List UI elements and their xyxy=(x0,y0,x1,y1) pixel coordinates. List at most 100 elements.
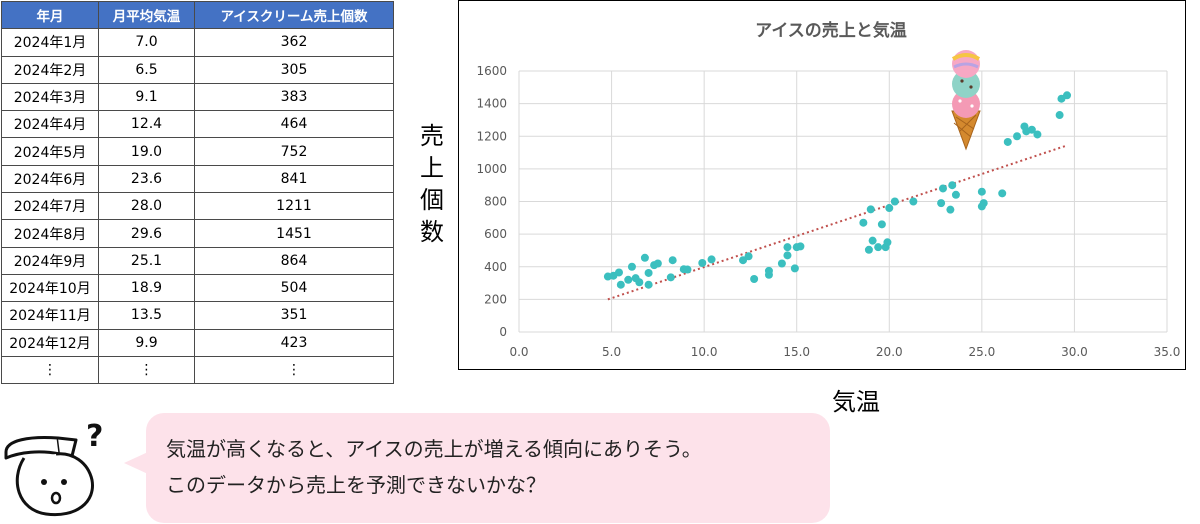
data-point xyxy=(624,275,633,284)
data-point xyxy=(1033,130,1042,139)
data-point xyxy=(883,238,892,247)
table-row: 2024年10月 18.9 504 xyxy=(1,273,394,303)
cell-ice-sales: 305 xyxy=(194,55,394,84)
y-axis-label: 売上個数 xyxy=(412,120,452,248)
data-point xyxy=(777,259,786,268)
cell-ice-sales: 864 xyxy=(194,246,394,275)
y-tick-label: 400 xyxy=(484,260,507,274)
x-tick-label: 10.0 xyxy=(691,345,718,359)
cell-ice-sales: 383 xyxy=(194,82,394,112)
y-tick-label: 800 xyxy=(484,195,507,209)
data-point xyxy=(868,236,877,245)
data-point xyxy=(640,253,649,262)
data-point xyxy=(979,199,988,208)
bubble-line-2: このデータから売上を予測できないかな？ xyxy=(166,473,546,497)
data-point xyxy=(644,280,653,289)
cell-avg-temp: 9.1 xyxy=(98,82,195,112)
cell-month: 2024年9月 xyxy=(1,246,99,275)
cell-avg-temp: 9.9 xyxy=(98,328,195,357)
table-row: 2024年8月 29.6 1451 xyxy=(1,219,394,248)
cell-ice-sales: 1211 xyxy=(194,192,394,221)
cell-avg-temp: 12.4 xyxy=(98,110,195,139)
data-point xyxy=(890,197,899,206)
cell-month: 2024年10月 xyxy=(1,273,99,303)
data-point xyxy=(1013,132,1022,141)
cell-avg-temp: 19.0 xyxy=(98,137,195,166)
data-point xyxy=(885,204,894,213)
table-row: 2024年2月 6.5 305 xyxy=(1,55,394,84)
data-table: 年月 月平均気温 アイスクリーム売上個数 2024年1月 7.0 362 2024年2… xyxy=(1,0,394,385)
ice-cream-icon xyxy=(951,50,981,151)
chart-title: アイスの売上と気温 xyxy=(755,20,907,41)
data-point xyxy=(874,243,883,252)
y-tick-label: 1600 xyxy=(476,64,507,78)
data-point xyxy=(859,218,868,227)
cell-month: 2024年7月 xyxy=(1,192,99,221)
data-point xyxy=(739,256,748,265)
table-row: 2024年9月 25.1 864 xyxy=(1,246,394,275)
y-axis-label-char: 上 xyxy=(420,154,444,182)
trendline xyxy=(607,145,1066,301)
cell-ice-sales: ⋮ xyxy=(194,355,394,385)
data-point xyxy=(666,273,675,282)
data-point xyxy=(1063,91,1072,100)
cell-ice-sales: 464 xyxy=(194,110,394,139)
y-axis-label-char: 数 xyxy=(420,218,444,246)
data-point xyxy=(1055,111,1064,120)
table-row: ⋮ ⋮ ⋮ xyxy=(1,355,394,385)
cell-month: 2024年2月 xyxy=(1,55,99,84)
data-point xyxy=(627,262,636,271)
scatter-chart: アイスの売上と気温 020040060080010001200140016000… xyxy=(476,20,1180,359)
cell-avg-temp: 25.1 xyxy=(98,246,195,275)
y-axis-label-char: 個 xyxy=(420,186,444,214)
table-row: 2024年4月 12.4 464 xyxy=(1,110,394,139)
data-point xyxy=(877,220,886,229)
cell-month: 2024年4月 xyxy=(1,110,99,139)
cell-avg-temp: ⋮ xyxy=(98,355,195,385)
table-row: 2024年5月 19.0 752 xyxy=(1,137,394,166)
cell-avg-temp: 23.6 xyxy=(98,164,195,194)
table-header-row: 年月 月平均気温 アイスクリーム売上個数 xyxy=(1,0,394,30)
x-tick-label: 15.0 xyxy=(783,345,810,359)
cell-month: 2024年5月 xyxy=(1,137,99,166)
data-point xyxy=(938,184,947,193)
data-point xyxy=(783,251,792,260)
character-illustration: ? xyxy=(4,419,103,517)
cell-month: 2024年3月 xyxy=(1,82,99,112)
data-point xyxy=(864,245,873,254)
cell-avg-temp: 7.0 xyxy=(98,28,195,57)
data-point xyxy=(698,258,707,267)
table-body: 2024年1月 7.0 362 2024年2月 6.5 305 2024年3月 9.1 383 2… xyxy=(1,28,394,385)
x-tick-label: 20.0 xyxy=(876,345,903,359)
cell-avg-temp: 13.5 xyxy=(98,301,195,330)
table-row: 2024年11月 13.5 351 xyxy=(1,301,394,330)
data-point xyxy=(783,243,792,252)
y-tick-label: 1000 xyxy=(476,162,507,176)
table-row: 2024年1月 7.0 362 xyxy=(1,28,394,57)
cell-avg-temp: 18.9 xyxy=(98,273,195,303)
data-point xyxy=(937,199,946,208)
cell-ice-sales: 1451 xyxy=(194,219,394,248)
cell-ice-sales: 362 xyxy=(194,28,394,57)
data-point xyxy=(796,242,805,251)
y-axis-label-char: 売 xyxy=(420,122,444,150)
data-point xyxy=(946,205,955,214)
gridlines xyxy=(518,70,1168,333)
data-point xyxy=(866,205,875,214)
data-point xyxy=(998,189,1007,198)
trendline-layer xyxy=(607,145,1066,301)
header-avg-temp: 月平均気温 xyxy=(98,0,195,30)
data-point xyxy=(614,268,623,277)
data-point xyxy=(644,268,653,277)
question-mark-icon: ? xyxy=(86,419,103,454)
cell-ice-sales: 841 xyxy=(194,164,394,194)
x-axis-label: 気温 xyxy=(832,388,880,416)
data-point xyxy=(707,255,716,264)
cell-ice-sales: 752 xyxy=(194,137,394,166)
y-tick-label: 1200 xyxy=(476,129,507,143)
data-point xyxy=(1027,125,1036,134)
speech-bubble-tail xyxy=(124,452,148,474)
cell-month: 2024年11月 xyxy=(1,301,99,330)
data-points xyxy=(603,91,1072,289)
data-point xyxy=(977,187,986,196)
